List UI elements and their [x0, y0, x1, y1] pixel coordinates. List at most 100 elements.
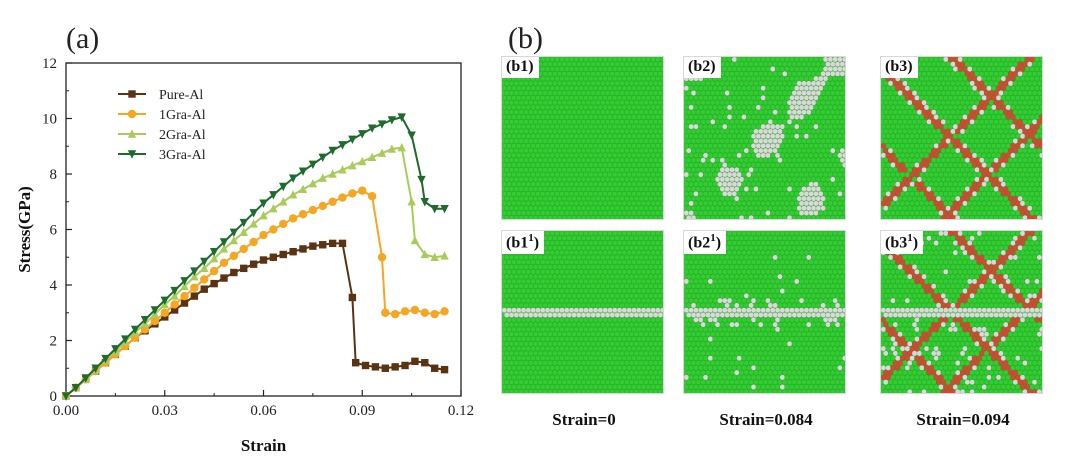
x-tick-label: 0.12: [448, 403, 474, 419]
legend-label: Pure-Al: [159, 88, 203, 103]
data-point: [420, 308, 429, 317]
data-point: [239, 218, 248, 228]
data-point: [190, 267, 199, 276]
data-point: [358, 186, 367, 195]
data-point: [170, 300, 179, 309]
y-tick-label: 10: [42, 112, 57, 128]
data-point: [390, 309, 400, 319]
data-point: [308, 160, 318, 169]
data-point: [401, 361, 409, 370]
snapshot-b1-1: (b11): [501, 230, 664, 394]
data-point: [377, 148, 387, 157]
y-tick-label: 2: [50, 334, 58, 350]
snapshot-label-b1-1: (b11): [502, 231, 545, 255]
y-tick-label: 0: [50, 389, 58, 405]
x-tick-label: 0.09: [349, 403, 375, 419]
data-point: [269, 203, 278, 213]
data-point: [209, 266, 219, 276]
snapshot-label-b2-1: (b21): [684, 231, 727, 255]
legend-label: 3Gra-Al: [159, 148, 206, 163]
x-axis-label: Strain: [241, 436, 287, 455]
series-line: [65, 146, 445, 397]
data-point: [170, 286, 179, 296]
series-3gra-al: [61, 113, 449, 401]
data-point: [259, 199, 268, 208]
data-point: [407, 131, 416, 140]
data-point: [328, 197, 337, 206]
y-axis-label: Stress(GPa): [15, 186, 34, 273]
legend-marker: [127, 129, 137, 138]
data-point: [358, 130, 367, 139]
data-point: [200, 275, 209, 284]
data-point: [358, 156, 367, 166]
y-tick-label: 4: [50, 278, 58, 294]
data-point: [71, 383, 81, 393]
data-point: [259, 256, 268, 264]
data-point: [328, 146, 337, 156]
data-point: [338, 141, 347, 150]
atom-lattice: [881, 57, 1042, 219]
snapshot-label-b2: (b2): [684, 57, 721, 78]
snapshot-label-b3: (b3): [881, 57, 918, 78]
data-point: [249, 219, 258, 228]
data-point: [229, 251, 239, 261]
atom-lattice: [881, 231, 1042, 393]
data-point: [387, 144, 397, 153]
data-point: [239, 244, 248, 254]
data-point: [430, 309, 439, 319]
data-point: [348, 293, 357, 302]
y-tick-label: 8: [50, 167, 58, 183]
data-point: [318, 201, 327, 211]
data-point: [259, 230, 268, 240]
data-point: [209, 248, 219, 257]
data-point: [170, 291, 179, 300]
data-point: [210, 279, 218, 288]
stress-strain-chart: 0.00 0.03 0.06 0.09 0.12 0 2 4 6 8 10 12 Strain Stres…: [15, 56, 474, 455]
data-point: [381, 308, 390, 317]
data-point: [269, 253, 278, 261]
data-point: [299, 245, 307, 253]
data-point: [377, 120, 387, 129]
data-point: [140, 315, 150, 325]
data-point: [240, 264, 248, 273]
data-point: [411, 357, 419, 366]
data-point: [249, 237, 258, 247]
data-point: [430, 204, 439, 214]
data-point: [160, 296, 169, 305]
data-point: [101, 354, 110, 364]
data-point: [279, 182, 288, 192]
data-point: [269, 191, 278, 200]
data-point: [220, 274, 228, 282]
data-point: [180, 281, 189, 291]
data-point: [190, 283, 199, 292]
snapshot-b2-1: (b21): [683, 230, 846, 394]
data-point: [288, 174, 298, 183]
data-point: [180, 291, 189, 301]
data-point: [229, 235, 239, 245]
data-point: [420, 198, 429, 207]
data-point: [279, 219, 288, 229]
snapshot-label-b3-1: (b31): [881, 231, 924, 255]
data-point: [371, 363, 380, 371]
data-point: [338, 239, 347, 248]
data-point: [309, 242, 317, 250]
data-point: [397, 142, 406, 152]
data-point: [417, 175, 426, 185]
data-point: [160, 308, 169, 317]
data-point: [430, 252, 439, 261]
atom-lattice: [684, 57, 845, 219]
data-point: [440, 251, 449, 260]
series-2gra-al: [61, 142, 449, 400]
data-point: [170, 306, 179, 314]
series-line: [65, 115, 445, 397]
data-point: [440, 204, 449, 214]
legend-label: 1Gra-Al: [159, 108, 206, 123]
panel-b-letter: (b): [508, 22, 543, 55]
data-point: [318, 173, 327, 182]
data-point: [249, 260, 258, 268]
data-point: [430, 364, 439, 372]
data-point: [407, 197, 416, 206]
data-point: [348, 160, 357, 170]
snapshot-b3-1: (b31): [880, 230, 1043, 394]
data-point: [130, 325, 140, 335]
